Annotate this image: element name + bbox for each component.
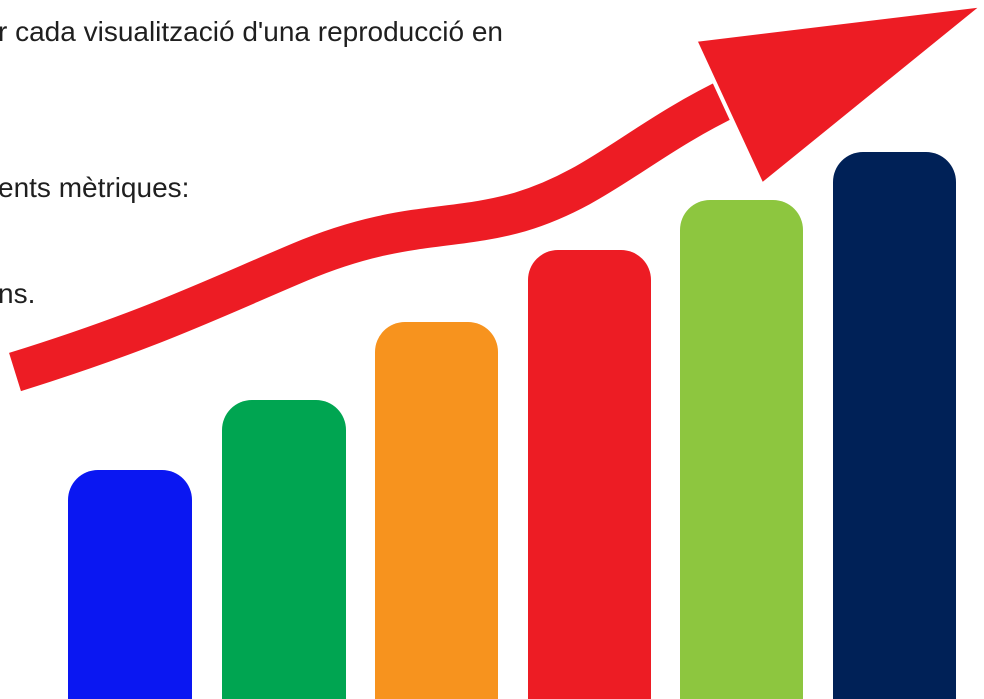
- bar: [680, 200, 803, 699]
- growth-illustration: [0, 0, 984, 699]
- slide: r cada visualització d'una reproducció e…: [0, 0, 984, 699]
- bar: [222, 400, 346, 699]
- bar: [528, 250, 651, 699]
- bar: [833, 152, 956, 699]
- bar: [68, 470, 192, 699]
- bar: [375, 322, 498, 699]
